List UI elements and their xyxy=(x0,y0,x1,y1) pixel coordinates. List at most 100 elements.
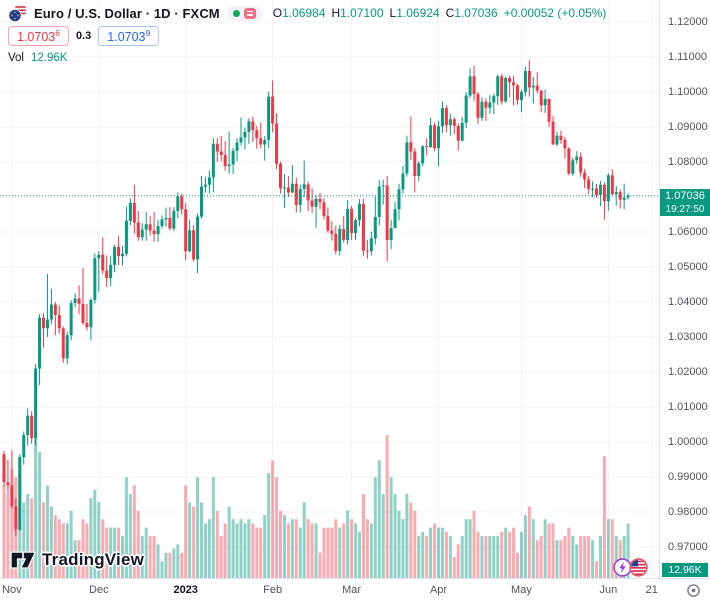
candle-body xyxy=(77,298,81,304)
symbol-title[interactable]: Euro / U.S. Dollar · 1D · FXCM xyxy=(34,5,220,21)
volume-bar xyxy=(401,519,405,578)
candle-body xyxy=(595,188,598,195)
buy-ask-button[interactable]: 1.07039 xyxy=(98,26,160,47)
candle-body xyxy=(57,314,61,329)
candle-body xyxy=(444,108,448,126)
volume-bar xyxy=(448,536,452,578)
volume-bar xyxy=(247,519,251,578)
candle-body xyxy=(452,119,456,126)
volume-bar xyxy=(38,452,42,578)
candle-body xyxy=(30,415,34,439)
candle-body xyxy=(484,101,488,108)
candle-body xyxy=(417,163,421,176)
volume-bar xyxy=(326,527,330,578)
candle-body xyxy=(121,253,124,257)
candle-body xyxy=(583,172,587,180)
volume-bar xyxy=(69,510,73,578)
candle-body xyxy=(602,184,606,202)
price-axis[interactable]: 1.12000 1.11000 1.10000 1.09000 1.08000 1.070… xyxy=(659,0,710,578)
candle-body xyxy=(610,175,614,195)
candle-body xyxy=(294,183,298,206)
candle-body xyxy=(397,189,401,210)
candle-body xyxy=(85,323,89,328)
volume-bar xyxy=(302,502,306,578)
volume-bar xyxy=(425,536,429,578)
candle-body xyxy=(381,185,385,187)
volume-bar xyxy=(188,502,192,578)
price-tick-label: 1.04000 xyxy=(668,296,708,308)
volume-bar xyxy=(429,527,433,578)
axis-settings-icon[interactable] xyxy=(686,583,701,598)
candle-body xyxy=(128,202,132,221)
candle-body xyxy=(512,82,516,86)
volume-bar xyxy=(314,523,318,578)
candle-body xyxy=(105,270,109,279)
volume-bar xyxy=(128,494,132,578)
volume-bar xyxy=(622,536,626,578)
volume-bar xyxy=(306,519,310,578)
volume-bar xyxy=(219,536,223,578)
price-tick-label: 0.98000 xyxy=(668,506,708,518)
volume-bar xyxy=(105,527,109,578)
candle-body xyxy=(437,126,440,149)
volume-bar xyxy=(413,510,417,578)
volume-bar xyxy=(132,485,136,578)
volume-bar xyxy=(559,540,563,578)
volume-bar xyxy=(393,494,397,578)
candle-body xyxy=(500,76,504,102)
volume-bar xyxy=(85,523,89,578)
volume-bar xyxy=(113,527,117,578)
candle-body xyxy=(377,186,381,217)
ohlc-readout: O1.06984 H1.07100 L1.06924 C1.07036 +0.0… xyxy=(272,6,607,20)
volume-bar xyxy=(215,510,219,578)
candle-body xyxy=(358,204,361,221)
volume-bar xyxy=(567,527,571,578)
time-tick-label: Jun xyxy=(599,584,618,596)
volume-bar xyxy=(361,494,365,578)
volume-bar xyxy=(109,527,113,578)
candle-body xyxy=(448,119,452,126)
candle-body xyxy=(440,108,444,127)
candle-body xyxy=(10,485,14,507)
volume-bar xyxy=(57,519,61,578)
volume-bar xyxy=(535,540,539,578)
volume-bar xyxy=(2,485,6,578)
volume-bar xyxy=(26,494,30,578)
candle-body xyxy=(259,138,263,145)
time-tick-label: Dec xyxy=(89,584,109,596)
volume-bar xyxy=(421,531,425,578)
sell-bid-button[interactable]: 1.07036 xyxy=(8,26,69,47)
candle-body xyxy=(330,230,334,234)
volume-bar xyxy=(203,523,207,578)
volume-bar xyxy=(89,498,93,578)
volume-bar xyxy=(338,527,342,578)
volume-bar xyxy=(575,544,579,578)
price-tick-label: 1.03000 xyxy=(668,331,708,343)
volume-readout: Vol 12.96K xyxy=(8,52,68,65)
candle-body xyxy=(433,125,437,149)
volume-bar xyxy=(42,502,45,578)
candle-body xyxy=(61,328,65,359)
time-axis[interactable]: Nov Dec 2023 Feb Mar Apr May Jun 21 xyxy=(0,578,710,600)
volume-bar xyxy=(472,510,476,578)
market-status-pill[interactable] xyxy=(226,5,262,21)
candle-body xyxy=(614,192,618,195)
volume-bar xyxy=(484,536,488,578)
price-tick-label: 1.05000 xyxy=(668,261,708,273)
volume-bar xyxy=(294,519,298,578)
market-open-icon xyxy=(232,9,240,17)
volume-pane xyxy=(2,431,630,578)
volume-bar xyxy=(200,502,203,578)
volume-bar xyxy=(192,506,196,578)
time-tick-label: Apr xyxy=(429,584,448,596)
volume-bar xyxy=(81,519,85,578)
economic-event-us-flag-icon[interactable] xyxy=(629,558,648,577)
candle-body xyxy=(464,95,468,123)
tradingview-logo[interactable]: TradingView xyxy=(10,549,144,571)
candle-body xyxy=(97,254,101,259)
chart-header: Euro / U.S. Dollar · 1D · FXCM O1.06984 … xyxy=(8,4,606,64)
candle-body xyxy=(231,150,235,165)
candle-body xyxy=(180,196,184,210)
candles xyxy=(2,60,630,537)
